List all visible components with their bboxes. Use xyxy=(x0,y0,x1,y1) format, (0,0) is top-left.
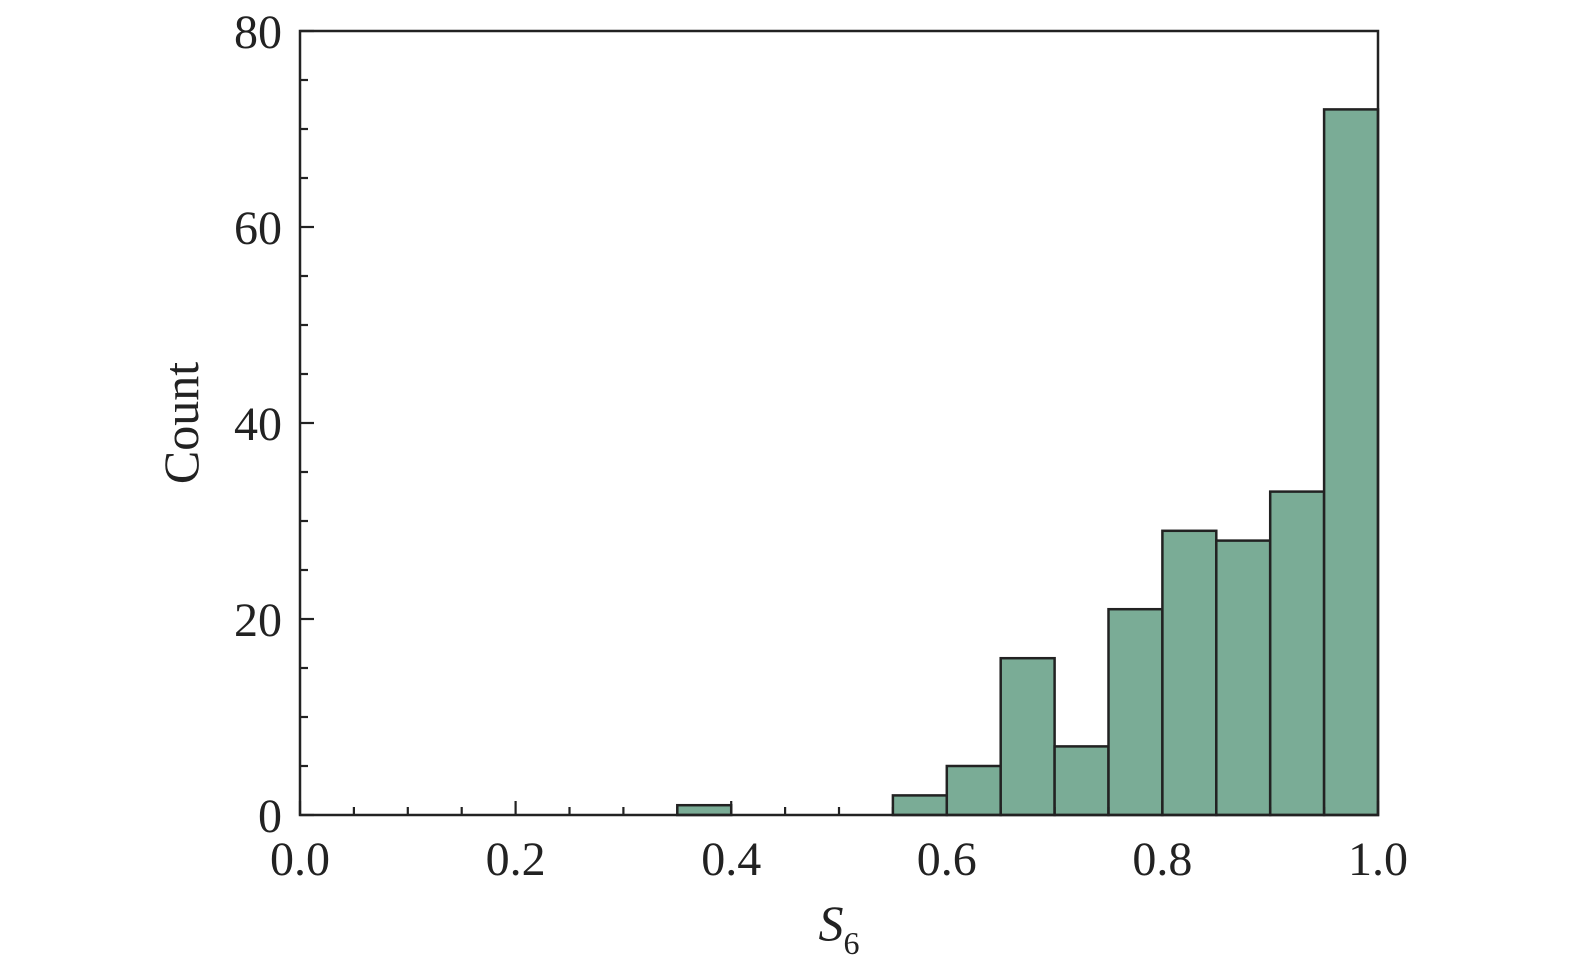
y-tick-label-0: 0 xyxy=(258,790,282,843)
x-axis-title-main: S xyxy=(819,895,844,951)
bar-2 xyxy=(945,764,1002,817)
y-tick-label-1: 20 xyxy=(234,594,282,647)
x-tick-label-3: 0.6 xyxy=(917,833,977,886)
y-tick-label-3: 60 xyxy=(234,202,282,255)
x-tick-label-4: 0.8 xyxy=(1132,833,1192,886)
x-tick-label-5: 1.0 xyxy=(1348,833,1408,886)
y-tick-label-2: 40 xyxy=(234,398,282,451)
bar-4 xyxy=(1053,745,1110,817)
bar-8 xyxy=(1268,490,1326,817)
tick-labels-group: 0.0 0.2 0.4 0.6 0.8 1.0 0 20 40 60 80 xyxy=(234,6,1408,886)
x-axis-title: S6 xyxy=(819,895,860,961)
x-tick-label-2: 0.4 xyxy=(701,833,761,886)
bar-7 xyxy=(1215,539,1272,817)
x-axis-title-subscript: 6 xyxy=(844,925,860,961)
bar-5 xyxy=(1107,607,1164,817)
bar-6 xyxy=(1161,529,1218,817)
y-axis-title: Count xyxy=(153,362,209,484)
bar-1 xyxy=(891,794,949,817)
bar-0 xyxy=(676,803,733,817)
bars-group xyxy=(676,108,1380,817)
bar-9 xyxy=(1322,108,1380,817)
y-tick-label-4: 80 xyxy=(234,6,282,59)
plot-frame xyxy=(298,29,1380,817)
x-tick-label-0: 0.0 xyxy=(270,833,330,886)
bar-3 xyxy=(999,656,1056,817)
x-tick-label-1: 0.2 xyxy=(486,833,546,886)
